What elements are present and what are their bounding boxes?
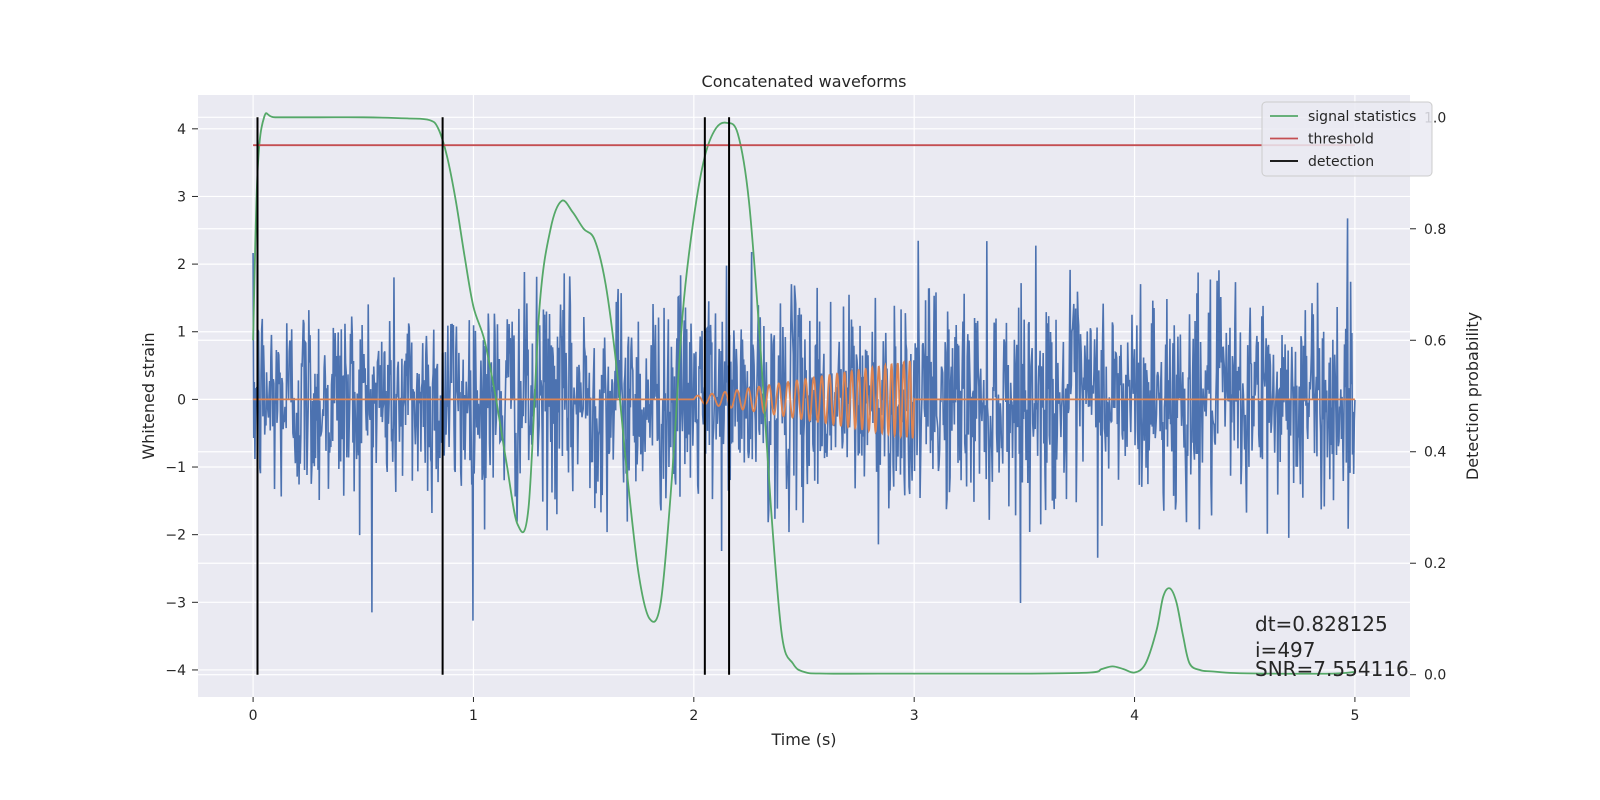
legend-box: [1261, 101, 1433, 177]
x-tick-label: 4: [1130, 708, 1139, 724]
y-tick-label: 4: [177, 122, 186, 138]
y-tick-label: 2: [177, 257, 186, 273]
legend-label: threshold: [1308, 132, 1374, 148]
y-tick-label: −1: [165, 460, 186, 476]
x-tick-label: 5: [1350, 708, 1359, 724]
y-axis-label: Whitened strain: [139, 332, 158, 459]
y2-tick-label: 0.6: [1424, 333, 1446, 349]
legend-label: detection: [1308, 154, 1374, 170]
y-tick-label: −4: [165, 663, 186, 679]
x-tick-label: 0: [249, 708, 258, 724]
x-tick-label: 1: [469, 708, 478, 724]
y2-tick-label: 0.4: [1424, 445, 1446, 461]
y2-tick-label: 0.0: [1424, 668, 1446, 684]
signal-statistics-line: [252, 112, 1355, 675]
annotation-text: i=497: [1255, 638, 1316, 662]
y-tick-label: 1: [177, 325, 186, 341]
y2-tick-label: 0.8: [1424, 222, 1446, 238]
plot-content: [252, 112, 1356, 675]
chart-title: Concatenated waveforms: [702, 72, 907, 91]
x-axis-label: Time (s): [770, 730, 836, 749]
y-tick-label: −3: [165, 595, 186, 611]
x-tick-label: 3: [910, 708, 919, 724]
y-tick-label: 3: [177, 189, 186, 205]
y-tick-label: −2: [165, 528, 186, 544]
injected-signal-line: [253, 360, 1355, 440]
annotation-text: SNR=7.554116: [1255, 657, 1409, 681]
strain-series-line: [252, 218, 1356, 621]
legend-label: signal statistics: [1308, 109, 1416, 125]
y2-tick-label: 0.2: [1424, 556, 1446, 572]
y2-axis-label: Detection probability: [1463, 312, 1482, 480]
y-tick-label: 0: [177, 392, 186, 408]
annotation-text: dt=0.828125: [1255, 612, 1388, 636]
x-tick-label: 2: [689, 708, 698, 724]
legend: signal statistics threshold detection: [1261, 101, 1433, 177]
